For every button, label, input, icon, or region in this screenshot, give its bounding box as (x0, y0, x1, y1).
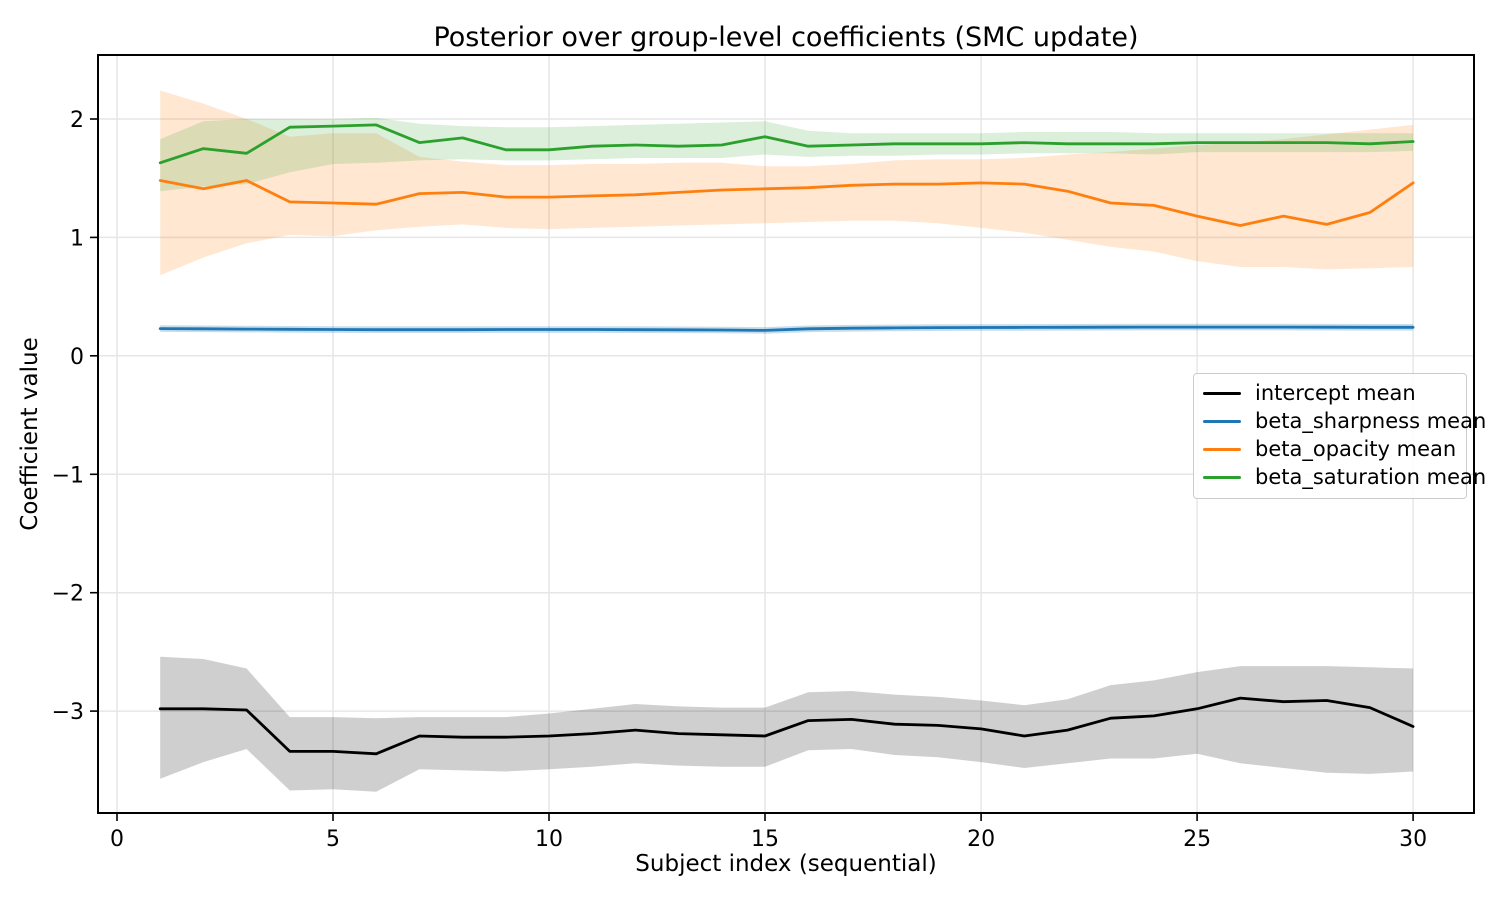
legend-label-intercept: intercept mean (1255, 381, 1416, 405)
beta-opacity-line-sample-icon (1203, 447, 1241, 451)
legend-label-beta-saturation: beta_saturation mean (1255, 465, 1487, 489)
legend-item-beta-opacity: beta_opacity mean (1194, 435, 1466, 463)
legend-item-beta-saturation: beta_saturation mean (1194, 463, 1486, 491)
x-tick-label: 10 (535, 827, 563, 852)
line-3 (158, 123, 1415, 165)
line-1 (158, 325, 1415, 332)
legend-label-beta-opacity: beta_opacity mean (1255, 437, 1457, 461)
band-0 (160, 656, 1414, 792)
x-tick-label: 5 (326, 827, 340, 852)
axes-frame (97, 54, 1475, 814)
intercept-line-sample-icon (1203, 391, 1241, 395)
x-tick-label: 15 (751, 827, 779, 852)
y-tick-label: −1 (52, 463, 84, 488)
x-tick-label: 0 (110, 827, 124, 852)
x-tick-label: 25 (1183, 827, 1211, 852)
beta-saturation-line-sample-icon (1203, 475, 1241, 479)
y-axis-label: Coefficient value (17, 337, 43, 531)
band-3 (160, 117, 1414, 192)
line-0 (158, 696, 1415, 756)
x-tick-label: 30 (1399, 827, 1427, 852)
legend-box: intercept mean beta_sharpness mean beta_… (1193, 373, 1486, 499)
beta-sharpness-line-sample-icon (1203, 419, 1241, 423)
y-tick-label: 1 (70, 226, 84, 251)
chart-title: Posterior over group-level coefficients … (433, 22, 1139, 53)
x-tick-label: 20 (967, 827, 995, 852)
legend-label-beta-sharpness: beta_sharpness mean (1255, 409, 1487, 433)
y-tick-label: 2 (70, 108, 84, 133)
band-2 (160, 90, 1414, 276)
legend-item-intercept: intercept mean (1194, 379, 1466, 407)
line-2 (158, 179, 1415, 227)
legend-item-beta-sharpness: beta_sharpness mean (1194, 407, 1486, 435)
y-tick-label: 0 (70, 345, 84, 370)
y-tick-label: −2 (52, 582, 84, 607)
y-tick-label: −3 (52, 700, 84, 725)
x-axis-label: Subject index (sequential) (635, 851, 937, 877)
